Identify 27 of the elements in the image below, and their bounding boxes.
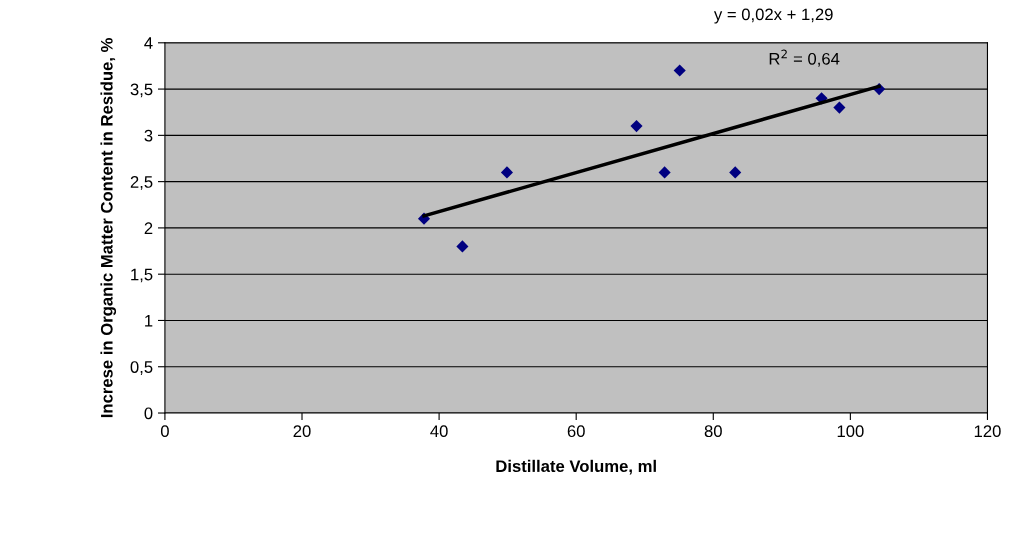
x-tick-label: 100 bbox=[837, 425, 864, 438]
point bbox=[833, 101, 846, 114]
point bbox=[658, 166, 671, 179]
y-tick-label: 3,5 bbox=[130, 83, 153, 98]
y-tick-label: 2,5 bbox=[130, 176, 153, 190]
x-tick-label: 120 bbox=[974, 425, 1001, 438]
y-tick-label: 0,5 bbox=[130, 361, 153, 375]
point bbox=[500, 166, 514, 179]
x-tick-label: 40 bbox=[430, 425, 448, 438]
x-tick-label: 60 bbox=[567, 425, 585, 438]
x-tick-label: 0 bbox=[160, 425, 169, 438]
point bbox=[729, 166, 742, 179]
y-tick-label: 3 bbox=[144, 129, 153, 142]
point bbox=[630, 120, 643, 133]
y-axis-title: Increse in Organic Matter Content in Residue, % bbox=[100, 38, 117, 418]
y-tick-label: 1,5 bbox=[131, 268, 153, 283]
x-tick-label: 80 bbox=[704, 425, 722, 438]
y-tick-label: 1 bbox=[145, 315, 153, 327]
x-tick-label: 20 bbox=[293, 425, 311, 438]
annotation: R$^{2}$ = 0,64 bbox=[769, 49, 840, 67]
point bbox=[456, 240, 469, 253]
y-tick-label: 0 bbox=[144, 407, 153, 420]
y-tick-label: 2 bbox=[144, 222, 153, 234]
point bbox=[673, 64, 686, 77]
y-tick-label: 4 bbox=[144, 37, 153, 49]
text: y = 0,02x + 1,29 bbox=[713, 8, 833, 24]
x-axis-title: Distillate Volume, ml bbox=[496, 459, 656, 475]
